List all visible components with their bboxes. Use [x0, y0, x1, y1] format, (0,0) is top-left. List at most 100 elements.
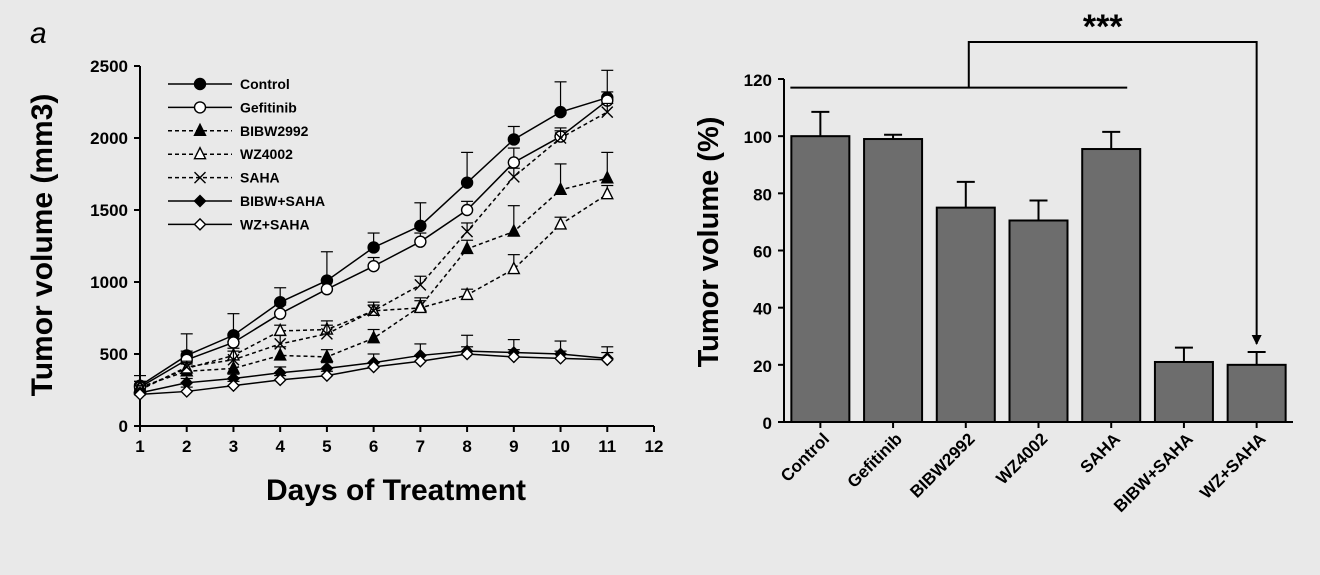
bar-chart-y-tick-label: 80: [753, 185, 772, 204]
data-point: [461, 225, 474, 238]
data-point: [273, 347, 287, 361]
data-point: [414, 278, 427, 291]
data-point: [507, 133, 521, 146]
bar-gefitinib: [863, 138, 924, 423]
bar-chart: 0 20 40 60 80 100 120 Control Gefitinib BIBW2992…: [693, 8, 1293, 516]
data-point: [600, 353, 614, 367]
data-point: [460, 347, 474, 361]
bracket-connector: [967, 41, 1258, 344]
legend-label: BIBW2992: [240, 123, 309, 139]
data-point: [460, 176, 474, 189]
line-chart-legend: Control Gefitinib BIBW2992 WZ4002 SAHA BIBW+S…: [168, 76, 325, 232]
bar-control: [790, 135, 851, 424]
line-chart-x-tick-label: 11: [598, 437, 616, 456]
bar-chart-y-tick-label: 0: [763, 414, 772, 433]
bar-saha: [1081, 148, 1142, 423]
series-saha: [134, 102, 614, 396]
bar-group-control: [790, 110, 851, 424]
line-chart-x-tick-label: 6: [369, 437, 378, 456]
legend-marker: [193, 217, 207, 231]
line-chart-y-tick-label: 2500: [90, 57, 128, 76]
line-chart-y-tick-label: 1000: [90, 273, 128, 292]
data-point: [274, 337, 287, 350]
data-point: [414, 219, 427, 233]
data-point: [507, 260, 521, 275]
series-wz-saha: [133, 346, 614, 401]
legend-item-wz-saha: WZ+SAHA: [168, 216, 310, 232]
bar-chart-category-label: Control: [777, 429, 833, 485]
bar-chart-y-tick-label: 60: [753, 243, 772, 262]
bar-wz-saha: [1226, 363, 1287, 424]
line-chart-x-tick-label: 12: [645, 437, 664, 456]
bracket-arrowhead: [1251, 334, 1262, 345]
data-point: [554, 351, 568, 365]
data-point: [553, 181, 568, 196]
legend-marker: [193, 101, 207, 114]
legend-item-control: Control: [168, 76, 290, 92]
data-point: [273, 322, 287, 337]
bar-chart-category-label: WZ4002: [992, 429, 1051, 488]
legend-label: SAHA: [240, 170, 280, 186]
legend-label: Control: [240, 76, 290, 92]
data-point: [320, 348, 334, 363]
legend-marker: [194, 171, 206, 184]
bar-wz4002: [1008, 219, 1069, 423]
bar-group-wz4002: [1008, 199, 1069, 423]
line-chart-x-axis-title: Days of Treatment: [266, 474, 526, 507]
data-point: [320, 327, 333, 340]
panel-label: a: [30, 17, 47, 50]
data-point: [227, 353, 240, 366]
data-point: [600, 186, 614, 200]
legend-label: WZ4002: [240, 146, 293, 162]
line-chart-y-tick-label: 0: [119, 417, 128, 436]
data-point: [507, 223, 521, 237]
data-point: [320, 369, 334, 383]
data-point: [460, 240, 474, 255]
legend-marker: [193, 122, 207, 137]
data-point: [600, 170, 614, 184]
line-chart-x-tick-label: 10: [551, 437, 570, 456]
bar-chart-y-tick-label: 100: [744, 128, 772, 147]
legend-item-saha: SAHA: [168, 170, 280, 186]
bar-chart-y-tick-label: 40: [753, 300, 772, 319]
line-chart-x-tick-label: 2: [182, 437, 191, 456]
bar-chart-category-label: SAHA: [1077, 429, 1124, 476]
significance-label: ***: [1083, 8, 1123, 46]
line-chart-x-tick-label: 7: [416, 437, 425, 456]
legend-marker: [193, 194, 207, 208]
legend-item-bibw2992: BIBW2992: [168, 122, 309, 139]
data-point: [133, 387, 147, 401]
data-point: [507, 170, 520, 183]
legend-item-gefitinib: Gefitinib: [168, 99, 297, 115]
bar-group-bibw-saha: [1153, 346, 1214, 424]
bar-group-wz-saha: [1226, 350, 1287, 424]
data-point: [180, 384, 194, 398]
data-point: [460, 203, 474, 217]
bar-group-bibw2992: [935, 180, 996, 423]
bar-chart-y-tick-label: 20: [753, 357, 772, 376]
legend-label: Gefitinib: [240, 99, 297, 115]
bar-bibw-saha: [1153, 360, 1214, 424]
data-point: [367, 330, 381, 344]
line-chart-y-tick-label: 2000: [90, 129, 128, 148]
line-chart-x-tick-label: 5: [322, 437, 331, 456]
legend-marker: [193, 77, 207, 91]
series-wz4002: [133, 184, 614, 394]
line-chart-x-tick-label: 8: [462, 437, 471, 456]
line-chart-y-tick-label: 500: [100, 345, 128, 364]
data-point: [273, 307, 287, 320]
data-point: [414, 235, 427, 248]
legend-marker: [193, 146, 207, 160]
legend-item-wz4002: WZ4002: [168, 146, 293, 162]
data-point: [554, 132, 567, 144]
significance-bracket: ***: [790, 8, 1262, 345]
data-point: [460, 286, 474, 301]
data-point: [273, 373, 287, 387]
data-point: [553, 216, 568, 230]
data-point: [180, 360, 193, 373]
legend-label: BIBW+SAHA: [240, 193, 325, 209]
bar-chart-category-label: BIBW2992: [906, 429, 978, 501]
